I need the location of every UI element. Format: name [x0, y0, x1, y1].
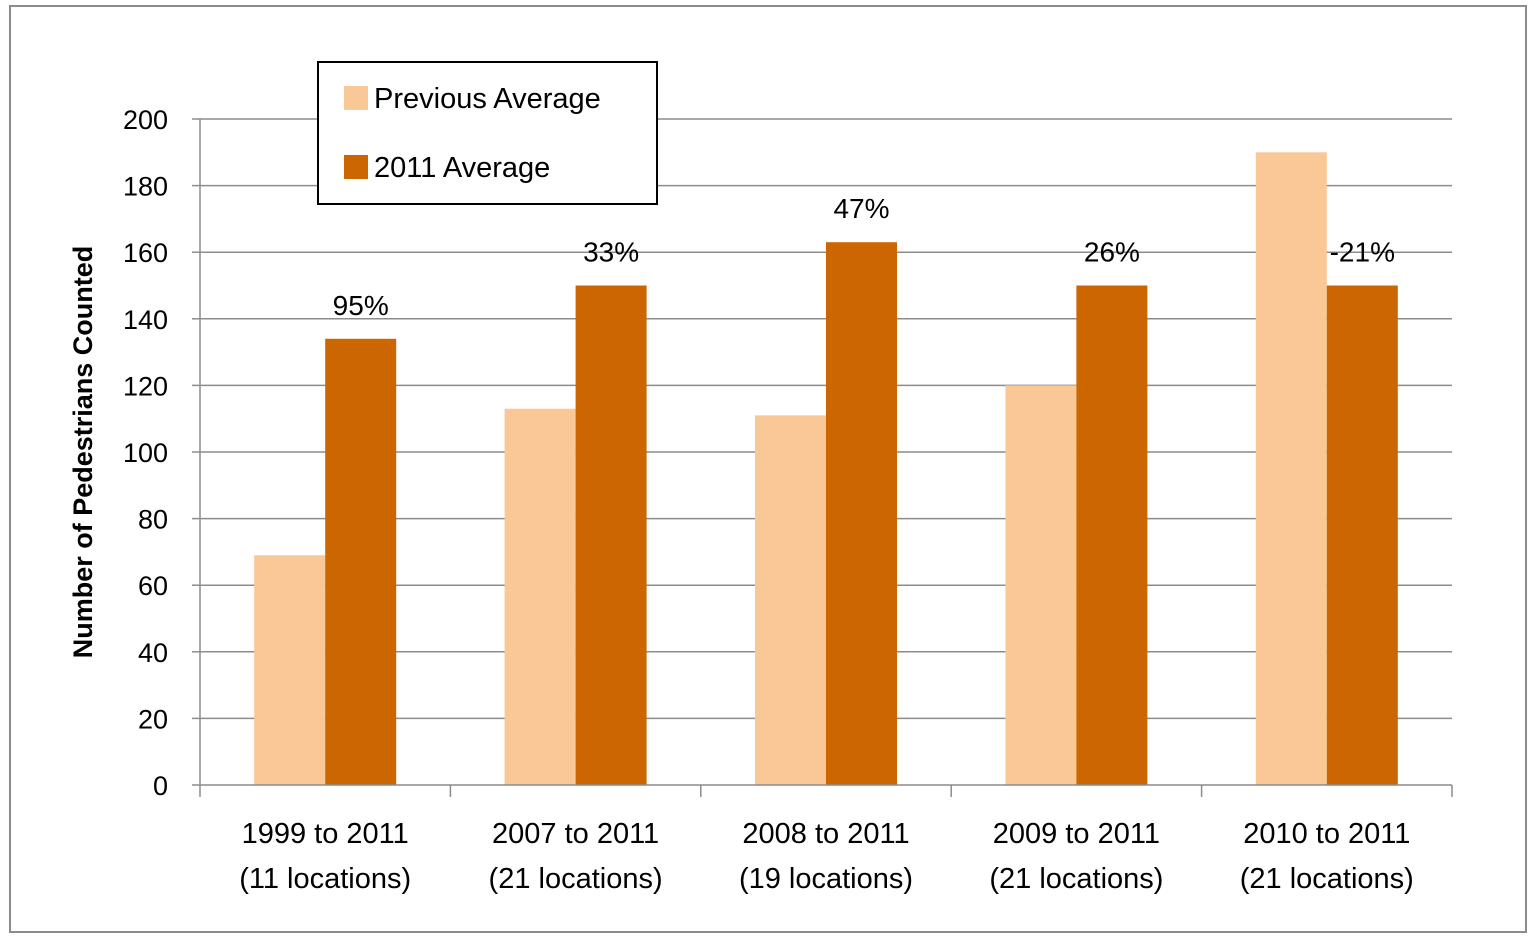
- data-label-percent-change: 26%: [1084, 237, 1140, 268]
- bar-previous-average: [755, 415, 826, 785]
- x-category-sublabel: (21 locations): [1240, 863, 1414, 895]
- data-label-percent-change: 33%: [583, 237, 639, 268]
- y-tick-label: 100: [123, 438, 168, 468]
- y-axis-title: Number of Pedestrians Counted: [68, 246, 98, 659]
- bar-previous-average: [504, 408, 576, 785]
- x-category-sublabel: (21 locations): [489, 863, 663, 895]
- legend-label: Previous Average: [374, 83, 601, 115]
- legend-box: [317, 61, 658, 205]
- data-labels: 95% 33% 47% 26% -21%: [333, 193, 1395, 321]
- y-tick-label: 180: [123, 172, 168, 202]
- x-category-label: 1999 to 2011: [242, 818, 409, 850]
- x-category-label: 2010 to 2011: [1243, 818, 1410, 850]
- y-tick-label: 60: [138, 571, 168, 601]
- x-category-sublabel: (11 locations): [239, 863, 411, 895]
- x-category-label: 2007 to 2011: [492, 818, 659, 850]
- y-tick-label: 0: [153, 771, 168, 801]
- bar-2011-average: [1326, 285, 1398, 785]
- axes: 0 20 40 60 80 100 120 140 160 180 200 1999 to 2011 (…: [123, 105, 1453, 895]
- legend-swatch: [344, 86, 368, 110]
- legend-label: 2011 Average: [374, 152, 550, 184]
- bar-2011-average: [826, 242, 897, 785]
- legend-swatch: [344, 155, 368, 179]
- x-category-sublabel: (19 locations): [739, 863, 913, 895]
- bar-previous-average: [1255, 152, 1327, 786]
- bar-2011-average: [1076, 285, 1148, 785]
- bar-2011-average: [575, 285, 647, 785]
- legend: Previous Average 2011 Average: [317, 61, 658, 205]
- bar-previous-average: [254, 555, 326, 785]
- y-tick-label: 80: [138, 505, 168, 535]
- y-tick-label: 200: [123, 105, 168, 135]
- x-category-sublabel: (21 locations): [989, 863, 1163, 895]
- y-tick-label: 40: [138, 638, 168, 668]
- y-tick-label: 120: [123, 371, 168, 401]
- y-tick-label: 160: [123, 238, 168, 268]
- y-tick-label: 140: [123, 305, 168, 335]
- bars: [254, 152, 1398, 786]
- x-category-label: 2008 to 2011: [742, 818, 909, 850]
- data-label-percent-change: -21%: [1330, 237, 1395, 268]
- data-label-percent-change: 95%: [333, 290, 389, 321]
- y-tick-label: 20: [138, 704, 168, 734]
- bar-2011-average: [325, 338, 397, 785]
- x-category-label: 2009 to 2011: [993, 818, 1160, 850]
- data-label-percent-change: 47%: [833, 193, 889, 224]
- bar-previous-average: [1005, 385, 1077, 785]
